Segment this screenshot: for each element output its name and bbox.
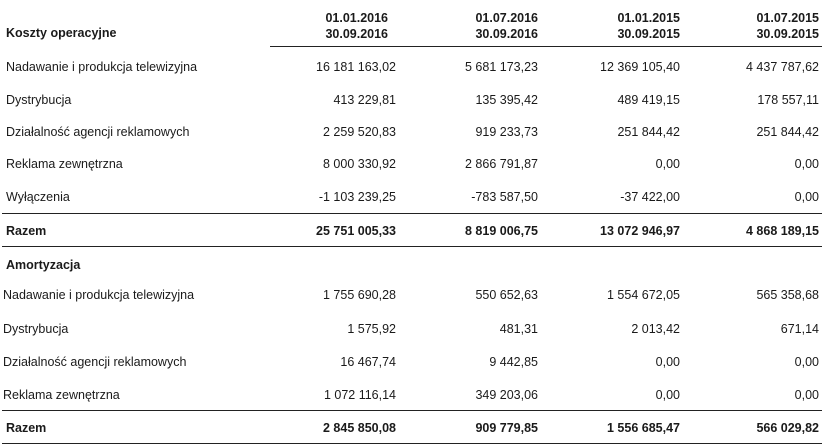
row-label: Nadawanie i produkcja telewizyjna bbox=[6, 60, 198, 74]
period-header-2: 01.07.2016 30.09.2016 bbox=[416, 10, 538, 42]
cell-value: 9 442,85 bbox=[489, 355, 538, 369]
cell-value: 2 866 791,87 bbox=[465, 157, 538, 171]
total-divider-bottom bbox=[2, 443, 822, 444]
cell-value: -783 587,50 bbox=[471, 190, 538, 204]
total-row: Razem 25 751 005,33 8 819 006,75 13 072 … bbox=[0, 220, 824, 242]
cell-value: 0,00 bbox=[655, 355, 680, 369]
cell-value: 919 233,73 bbox=[475, 125, 538, 139]
total-row: Razem 2 845 850,08 909 779,85 1 556 685,… bbox=[0, 417, 824, 439]
cell-value: 8 000 330,92 bbox=[323, 157, 396, 171]
table-row: Dystrybucja 413 229,81 135 395,42 489 41… bbox=[0, 89, 824, 111]
period-start: 01.07.2016 bbox=[475, 11, 538, 25]
cell-value: -37 422,00 bbox=[620, 190, 680, 204]
cell-value: 16 181 163,02 bbox=[316, 60, 396, 74]
cell-value: 0,00 bbox=[794, 388, 819, 402]
cell-value: 0,00 bbox=[655, 157, 680, 171]
section-title: Amortyzacja bbox=[6, 258, 81, 272]
cell-value: 1 755 690,28 bbox=[323, 288, 396, 302]
total-value: 13 072 946,97 bbox=[600, 224, 680, 238]
period-header-1: 01.01.2016 30.09.2016 bbox=[270, 10, 388, 42]
total-value: 8 819 006,75 bbox=[465, 224, 538, 238]
period-header-4: 01.07.2015 30.09.2015 bbox=[700, 10, 819, 42]
period-end: 30.09.2016 bbox=[325, 27, 388, 41]
cell-value: 349 203,06 bbox=[475, 388, 538, 402]
total-value: 1 556 685,47 bbox=[607, 421, 680, 435]
table-row: Dystrybucja 1 575,92 481,31 2 013,42 671… bbox=[0, 318, 824, 340]
table-row: Działalność agencji reklamowych 16 467,7… bbox=[0, 351, 824, 373]
period-start: 01.01.2015 bbox=[617, 11, 680, 25]
cell-value: 1 072 116,14 bbox=[323, 388, 396, 402]
cell-value: 565 358,68 bbox=[756, 288, 819, 302]
table-row: Reklama zewnętrzna 8 000 330,92 2 866 79… bbox=[0, 153, 824, 175]
row-label: Dystrybucja bbox=[3, 322, 69, 336]
total-value: 4 868 189,15 bbox=[746, 224, 819, 238]
cell-value: 178 557,11 bbox=[757, 93, 819, 107]
period-start: 01.01.2016 bbox=[325, 11, 388, 25]
cell-value: 0,00 bbox=[794, 355, 819, 369]
row-label: Działalność agencji reklamowych bbox=[6, 125, 190, 139]
cell-value: 550 652,63 bbox=[475, 288, 538, 302]
table-row: Nadawanie i produkcja telewizyjna 1 755 … bbox=[0, 284, 824, 306]
cell-value: 16 467,74 bbox=[340, 355, 396, 369]
cell-value: 4 437 787,62 bbox=[746, 60, 819, 74]
row-label: Wyłączenia bbox=[6, 190, 70, 204]
period-end: 30.09.2015 bbox=[756, 27, 819, 41]
cell-value: 0,00 bbox=[794, 157, 819, 171]
table-row: Działalność agencji reklamowych 2 259 52… bbox=[0, 121, 824, 143]
cell-value: 0,00 bbox=[794, 190, 819, 204]
total-label: Razem bbox=[6, 421, 47, 435]
cell-value: 5 681 173,23 bbox=[465, 60, 538, 74]
cell-value: 2 013,42 bbox=[631, 322, 680, 336]
cell-value: -1 103 239,25 bbox=[318, 190, 396, 204]
row-label: Reklama zewnętrzna bbox=[3, 388, 120, 402]
row-label: Dystrybucja bbox=[6, 93, 72, 107]
total-label: Razem bbox=[6, 224, 47, 238]
period-end: 30.09.2016 bbox=[475, 27, 538, 41]
row-label: Reklama zewnętrzna bbox=[6, 157, 123, 171]
total-divider-top bbox=[2, 410, 822, 411]
table-title: Koszty operacyjne bbox=[6, 26, 117, 40]
row-label: Działalność agencji reklamowych bbox=[3, 355, 187, 369]
cell-value: 489 419,15 bbox=[617, 93, 680, 107]
table-row: Wyłączenia -1 103 239,25 -783 587,50 -37… bbox=[0, 186, 824, 208]
cell-value: 1 575,92 bbox=[347, 322, 396, 336]
cell-value: 481,31 bbox=[499, 322, 538, 336]
total-divider-bottom bbox=[2, 246, 822, 247]
period-header-3: 01.01.2015 30.09.2015 bbox=[560, 10, 680, 42]
section-title-row: Amortyzacja bbox=[0, 254, 824, 276]
cell-value: 671,14 bbox=[780, 322, 819, 336]
cell-value: 251 844,42 bbox=[756, 125, 819, 139]
cell-value: 413 229,81 bbox=[333, 93, 396, 107]
table-row: Nadawanie i produkcja telewizyjna 16 181… bbox=[0, 56, 824, 78]
total-value: 909 779,85 bbox=[475, 421, 538, 435]
cell-value: 135 395,42 bbox=[475, 93, 538, 107]
period-start: 01.07.2015 bbox=[756, 11, 819, 25]
cell-value: 1 554 672,05 bbox=[607, 288, 680, 302]
header-divider bbox=[270, 46, 822, 47]
table-row: Reklama zewnętrzna 1 072 116,14 349 203,… bbox=[0, 384, 824, 406]
cell-value: 0,00 bbox=[655, 388, 680, 402]
cell-value: 251 844,42 bbox=[617, 125, 680, 139]
cell-value: 2 259 520,83 bbox=[323, 125, 396, 139]
period-end: 30.09.2015 bbox=[617, 27, 680, 41]
cell-value: 12 369 105,40 bbox=[600, 60, 680, 74]
total-value: 566 029,82 bbox=[756, 421, 819, 435]
total-divider-top bbox=[2, 213, 822, 214]
row-label: Nadawanie i produkcja telewizyjna bbox=[3, 288, 195, 302]
total-value: 25 751 005,33 bbox=[316, 224, 396, 238]
total-value: 2 845 850,08 bbox=[323, 421, 396, 435]
